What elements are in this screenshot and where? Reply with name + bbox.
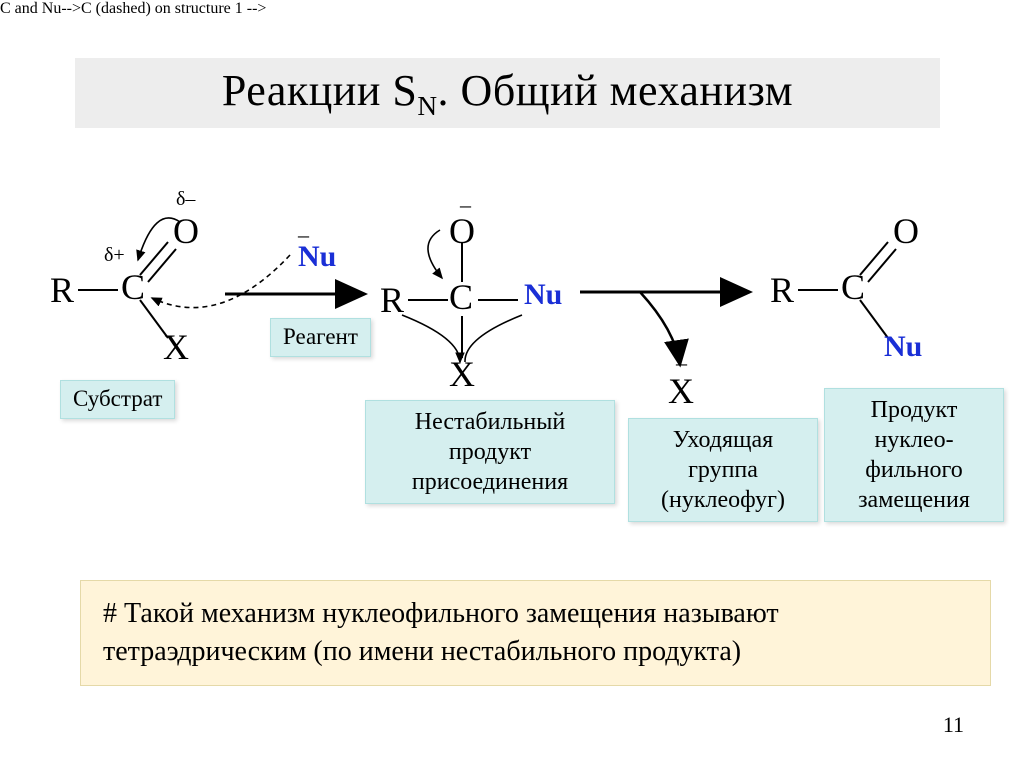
s2-mechanism-arrows (390, 200, 590, 400)
label-leaving: Уходящая группа (нуклеофуг) (628, 418, 818, 522)
label-reagent: Реагент (270, 318, 371, 357)
footnote: # Такой механизм нуклеофильного замещени… (80, 580, 991, 686)
title-box: Реакции SN. Общий механизм (75, 58, 940, 128)
title-after: . Общий механизм (438, 66, 794, 115)
slide: Реакции SN. Общий механизм R C O X δ+ δ–… (0, 0, 1024, 768)
title-sub: N (417, 90, 437, 120)
s3-Nu: Nu (884, 330, 922, 364)
reaction-arrow-1 (225, 282, 375, 312)
title-before: Реакции S (222, 66, 417, 115)
reaction-arrow-2 (580, 270, 760, 380)
page-number: 11 (943, 712, 964, 738)
label-intermediate: Нестабильный продукт присоединения (365, 400, 615, 504)
leaving-X: X (668, 370, 694, 412)
s3-R: R (770, 269, 794, 311)
label-product: Продукт нуклео- фильного замещения (824, 388, 1004, 522)
slide-title: Реакции SN. Общий механизм (222, 65, 793, 122)
leaving-X-charge: – (676, 350, 687, 376)
nu-reagent-charge: – (298, 222, 309, 248)
s3-C: C (841, 266, 865, 308)
s3-O: O (893, 210, 919, 252)
label-substrate: Субстрат (60, 380, 175, 419)
